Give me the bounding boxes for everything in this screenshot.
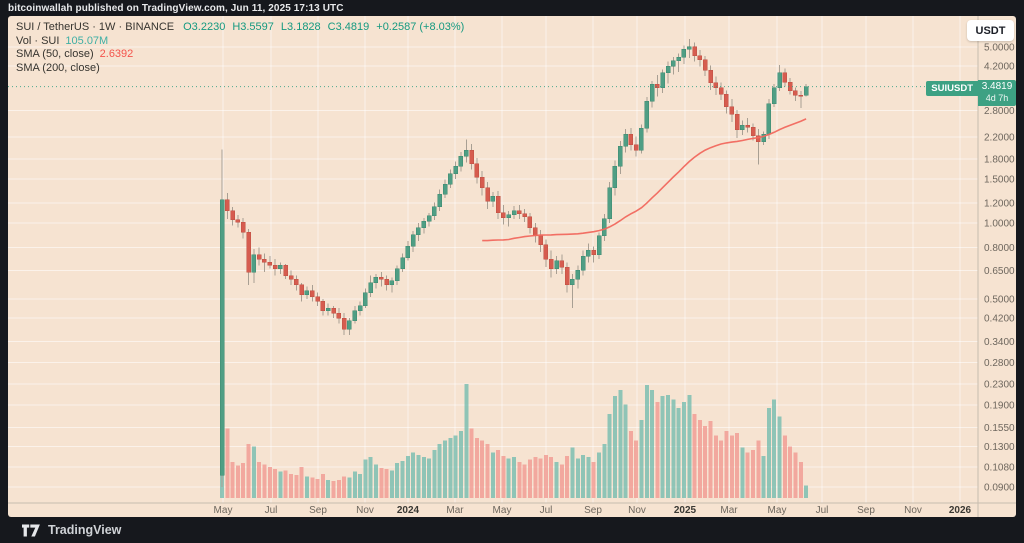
sma50-line [482, 118, 807, 242]
svg-text:Mar: Mar [446, 505, 464, 516]
svg-text:Sep: Sep [857, 505, 875, 516]
svg-text:Jul: Jul [540, 505, 553, 516]
sma50-value: 2.6392 [99, 48, 134, 60]
svg-text:0.1080: 0.1080 [984, 462, 1015, 473]
svg-text:0.2300: 0.2300 [984, 380, 1015, 391]
price-axis[interactable]: 5.0000 4.2000 2.8000 2.2000 1.8000 1.5000 1.20… [984, 42, 1015, 493]
svg-text:May: May [214, 505, 233, 516]
svg-text:0.5000: 0.5000 [984, 295, 1015, 306]
svg-text:1.5000: 1.5000 [984, 174, 1015, 185]
svg-text:0.1900: 0.1900 [984, 401, 1015, 412]
candles [219, 39, 809, 487]
svg-text:Nov: Nov [628, 505, 646, 516]
symbol-price-flag: SUIUSDT [926, 80, 978, 96]
chart-canvas[interactable]: 5.0000 4.2000 2.8000 2.2000 1.8000 1.5000 1.20… [8, 16, 1016, 517]
volume-bars [220, 384, 809, 498]
svg-text:1.0000: 1.0000 [984, 219, 1015, 230]
tradingview-logo-icon[interactable] [22, 524, 41, 537]
footer-bar: TradingView [0, 517, 1024, 543]
last-price-value: 3.4819 [981, 80, 1013, 92]
svg-text:Mar: Mar [720, 505, 738, 516]
volume-value: 105.07M [65, 34, 109, 47]
ohlc-open: O3.2230 [183, 21, 226, 33]
svg-text:0.8000: 0.8000 [984, 243, 1015, 254]
svg-text:May: May [493, 505, 512, 516]
svg-text:1.2000: 1.2000 [984, 199, 1015, 210]
legend-sma200-row[interactable]: SMA (200, close) [16, 62, 471, 76]
publish-bar: bitcoinwallah published on TradingView.c… [0, 0, 1024, 16]
sma50-label: SMA (50, close) [16, 48, 94, 60]
svg-text:May: May [768, 505, 787, 516]
ohlc-values: O3.2230 H3.5597 L3.1828 C3.4819 +0.2587 (+8.… [183, 21, 471, 33]
last-price-badge: 3.4819 4d 7h [978, 79, 1016, 106]
legend-symbol-row[interactable]: SUI / TetherUS · 1W · BINANCE O3.2230 H3.5… [16, 21, 471, 35]
svg-text:1.8000: 1.8000 [984, 154, 1015, 165]
legend: SUI / TetherUS · 1W · BINANCE O3.2230 H3.5… [16, 21, 471, 75]
ohlc-close: C3.4819 [327, 21, 370, 33]
svg-text:0.3400: 0.3400 [984, 337, 1015, 348]
svg-text:0.0900: 0.0900 [984, 482, 1015, 493]
footer-brand[interactable]: TradingView [48, 523, 122, 537]
symbol-flag-text: SUIUSDT [931, 82, 973, 94]
currency-toggle-button[interactable]: USDT [967, 20, 1014, 41]
svg-text:Nov: Nov [904, 505, 922, 516]
grid-lines [8, 16, 978, 503]
svg-text:2025: 2025 [674, 505, 697, 516]
ohlc-high: H3.5597 [232, 21, 274, 33]
axis-borders [8, 16, 1016, 517]
svg-text:2024: 2024 [397, 505, 420, 516]
svg-text:2.8000: 2.8000 [984, 106, 1015, 117]
legend-sma50-row[interactable]: SMA (50, close) 2.6392 [16, 48, 471, 62]
svg-text:5.0000: 5.0000 [984, 42, 1015, 53]
svg-text:Jul: Jul [816, 505, 829, 516]
svg-text:0.6500: 0.6500 [984, 266, 1015, 277]
svg-text:0.1300: 0.1300 [984, 442, 1015, 453]
ohlc-low: L3.1828 [280, 21, 321, 33]
svg-text:Sep: Sep [309, 505, 327, 516]
svg-text:0.2800: 0.2800 [984, 358, 1015, 369]
svg-text:Nov: Nov [356, 505, 374, 516]
symbol-title[interactable]: SUI / TetherUS · 1W · BINANCE [16, 21, 175, 33]
sma200-label: SMA (200, close) [16, 61, 100, 74]
volume-label: Vol · SUI [16, 34, 60, 47]
svg-text:4.2000: 4.2000 [984, 62, 1015, 73]
publish-text: bitcoinwallah published on TradingView.c… [8, 2, 344, 14]
time-axis[interactable]: May Jul Sep Nov 2024 Mar May Jul Sep Nov 2025 Mar Ma… [214, 505, 972, 516]
bar-countdown: 4d 7h [985, 92, 1009, 103]
chart-panel: 5.0000 4.2000 2.8000 2.2000 1.8000 1.5000 1.20… [8, 16, 1016, 517]
svg-text:Jul: Jul [265, 505, 278, 516]
svg-text:Sep: Sep [584, 505, 602, 516]
legend-volume-row[interactable]: Vol · SUI 105.07M [16, 35, 471, 49]
svg-text:2026: 2026 [949, 505, 972, 516]
ohlc-change: +0.2587 (+8.03%) [376, 21, 465, 33]
svg-text:0.4200: 0.4200 [984, 314, 1015, 325]
svg-text:2.2000: 2.2000 [984, 132, 1015, 143]
svg-text:0.1550: 0.1550 [984, 423, 1015, 434]
